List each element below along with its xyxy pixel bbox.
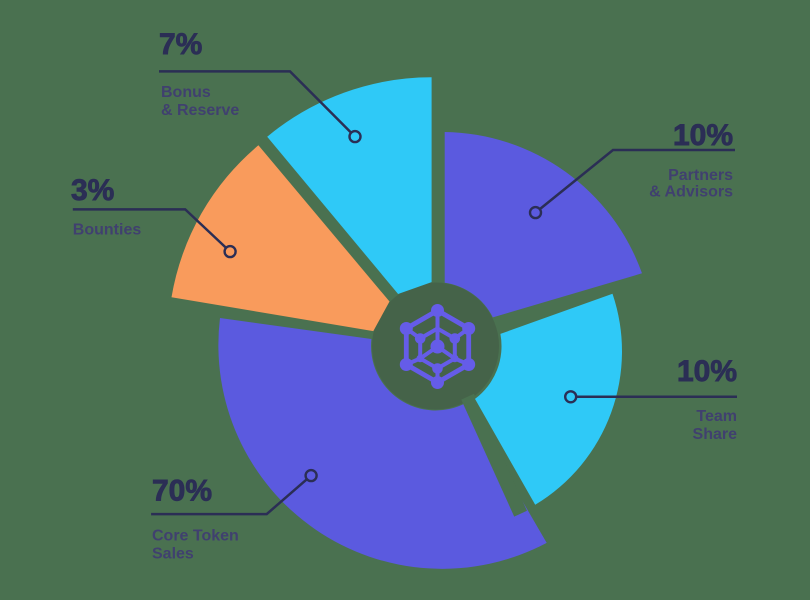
- svg-text:7%: 7%: [159, 28, 202, 61]
- svg-text:& Advisors: & Advisors: [649, 184, 733, 201]
- svg-text:70%: 70%: [152, 475, 212, 508]
- svg-text:Share: Share: [693, 426, 738, 443]
- svg-text:Team: Team: [696, 408, 737, 425]
- svg-text:Partners: Partners: [668, 167, 733, 184]
- svg-text:10%: 10%: [673, 119, 733, 152]
- svg-text:Core Token: Core Token: [152, 528, 239, 545]
- svg-text:& Reserve: & Reserve: [161, 102, 239, 119]
- svg-text:10%: 10%: [677, 355, 737, 388]
- svg-text:3%: 3%: [71, 174, 114, 207]
- svg-text:Bonus: Bonus: [161, 84, 211, 101]
- svg-text:Sales: Sales: [152, 546, 194, 563]
- svg-text:Bounties: Bounties: [73, 222, 142, 239]
